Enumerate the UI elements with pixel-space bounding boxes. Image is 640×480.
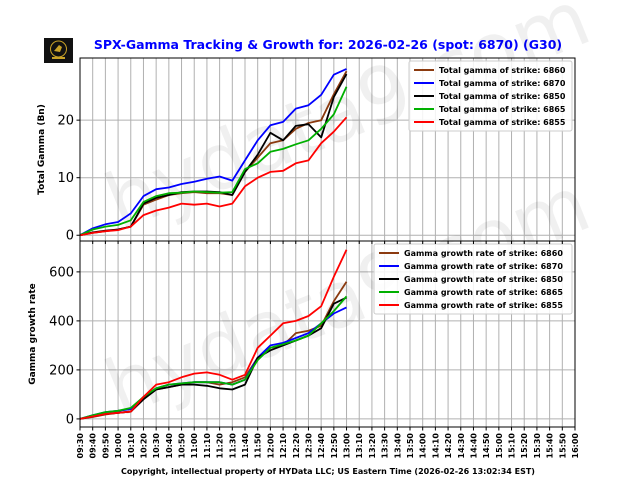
footer-copyright: Copyright, intellectual property of HYDa… (121, 467, 535, 476)
legend-entry: Total gamma of strike: 6850 (439, 92, 566, 101)
x-tick-label: 09:30 (76, 433, 85, 459)
y-tick-label: 600 (49, 265, 74, 280)
axes-frame (79, 240, 576, 428)
x-tick-label: 14:00 (419, 433, 428, 459)
x-tick-label: 16:00 (571, 433, 580, 459)
x-tick-label: 11:20 (216, 433, 225, 459)
x-tick-label: 13:10 (355, 433, 364, 459)
legend: Gamma growth rate of strike: 6860 Gamma g… (373, 243, 573, 315)
x-tick-label: 12:50 (330, 433, 339, 459)
x-tick-label: 11:40 (241, 433, 250, 459)
logo (44, 38, 73, 63)
x-tick-label: 15:50 (558, 433, 567, 459)
x-tick-label: 12:30 (304, 433, 313, 459)
y-tick-label: 0 (66, 412, 74, 427)
x-tick-label: 14:20 (444, 433, 453, 459)
x-tick-label: 14:30 (457, 433, 466, 459)
series-line-6865 (79, 295, 348, 420)
legend-entry: Total gamma of strike: 6855 (439, 118, 566, 127)
x-tick-label: 14:50 (482, 433, 491, 459)
x-tick-label: 10:40 (165, 433, 174, 459)
legend-entry: Gamma growth rate of strike: 6865 (404, 288, 563, 297)
x-tick-label: 13:30 (381, 433, 390, 459)
x-tick-label: 10:00 (114, 433, 123, 459)
bull-logo-icon (50, 40, 67, 59)
legend-entry: Gamma growth rate of strike: 6855 (404, 301, 563, 310)
x-tick-label: 13:40 (393, 433, 402, 459)
y-tick-label: 400 (49, 314, 74, 329)
y-tick-label: 10 (57, 171, 74, 186)
x-tick-label: 15:20 (520, 433, 529, 459)
chart-title: SPX-Gamma Tracking & Growth for: 2026-02… (93, 37, 563, 52)
x-tick-label: 11:10 (203, 433, 212, 459)
x-tick-label: 11:30 (228, 433, 237, 459)
x-tick-label: 10:20 (139, 433, 148, 459)
y-tick-label: 20 (57, 114, 74, 129)
legend-box (408, 60, 573, 132)
y-axis-label: Gamma growth rate (28, 283, 38, 385)
x-tick-label: 10:50 (178, 433, 187, 459)
x-tick-label: 12:10 (279, 433, 288, 459)
legend-entry: Total gamma of strike: 6865 (439, 105, 566, 114)
x-tick-label: 11:00 (190, 433, 199, 459)
x-tick-label: 09:50 (101, 433, 110, 459)
x-tick-label: 09:40 (89, 433, 98, 459)
y-axis-label: Total Gamma (Bn) (37, 104, 47, 195)
x-tick-label: 15:30 (533, 433, 542, 459)
x-tick-label: 13:50 (406, 433, 415, 459)
x-tick-label: 14:40 (469, 433, 478, 459)
legend-entry: Gamma growth rate of strike: 6850 (404, 275, 563, 284)
legend: Total gamma of strike: 6860 Total gamma o… (408, 60, 573, 132)
series-line-6855 (79, 116, 348, 237)
legend-entry: Gamma growth rate of strike: 6860 (404, 249, 563, 258)
x-tick-label: 15:10 (508, 433, 517, 459)
x-tick-label: 12:00 (266, 433, 275, 459)
legend-entry: Total gamma of strike: 6860 (439, 66, 566, 75)
x-tick-label: 13:00 (343, 433, 352, 459)
x-tick-label: 15:40 (546, 433, 555, 459)
legend-entry: Gamma growth rate of strike: 6870 (404, 262, 563, 271)
x-tick-label: 12:40 (317, 433, 326, 459)
x-tick-label: 15:00 (495, 433, 504, 459)
legend-entry: Total gamma of strike: 6870 (439, 79, 566, 88)
x-tick-label: 10:10 (127, 433, 136, 459)
x-tick-label: 10:30 (152, 433, 161, 459)
series-line-6855 (79, 249, 348, 420)
x-tick-label: 14:10 (431, 433, 440, 459)
x-tick-label: 12:20 (292, 433, 301, 459)
x-tick-label: 13:20 (368, 433, 377, 459)
y-tick-label: 0 (66, 229, 74, 244)
series-line-6870 (79, 68, 347, 236)
series-line-6865 (79, 86, 348, 237)
x-tick-label: 11:50 (254, 433, 263, 459)
y-tick-label: 200 (49, 363, 74, 378)
